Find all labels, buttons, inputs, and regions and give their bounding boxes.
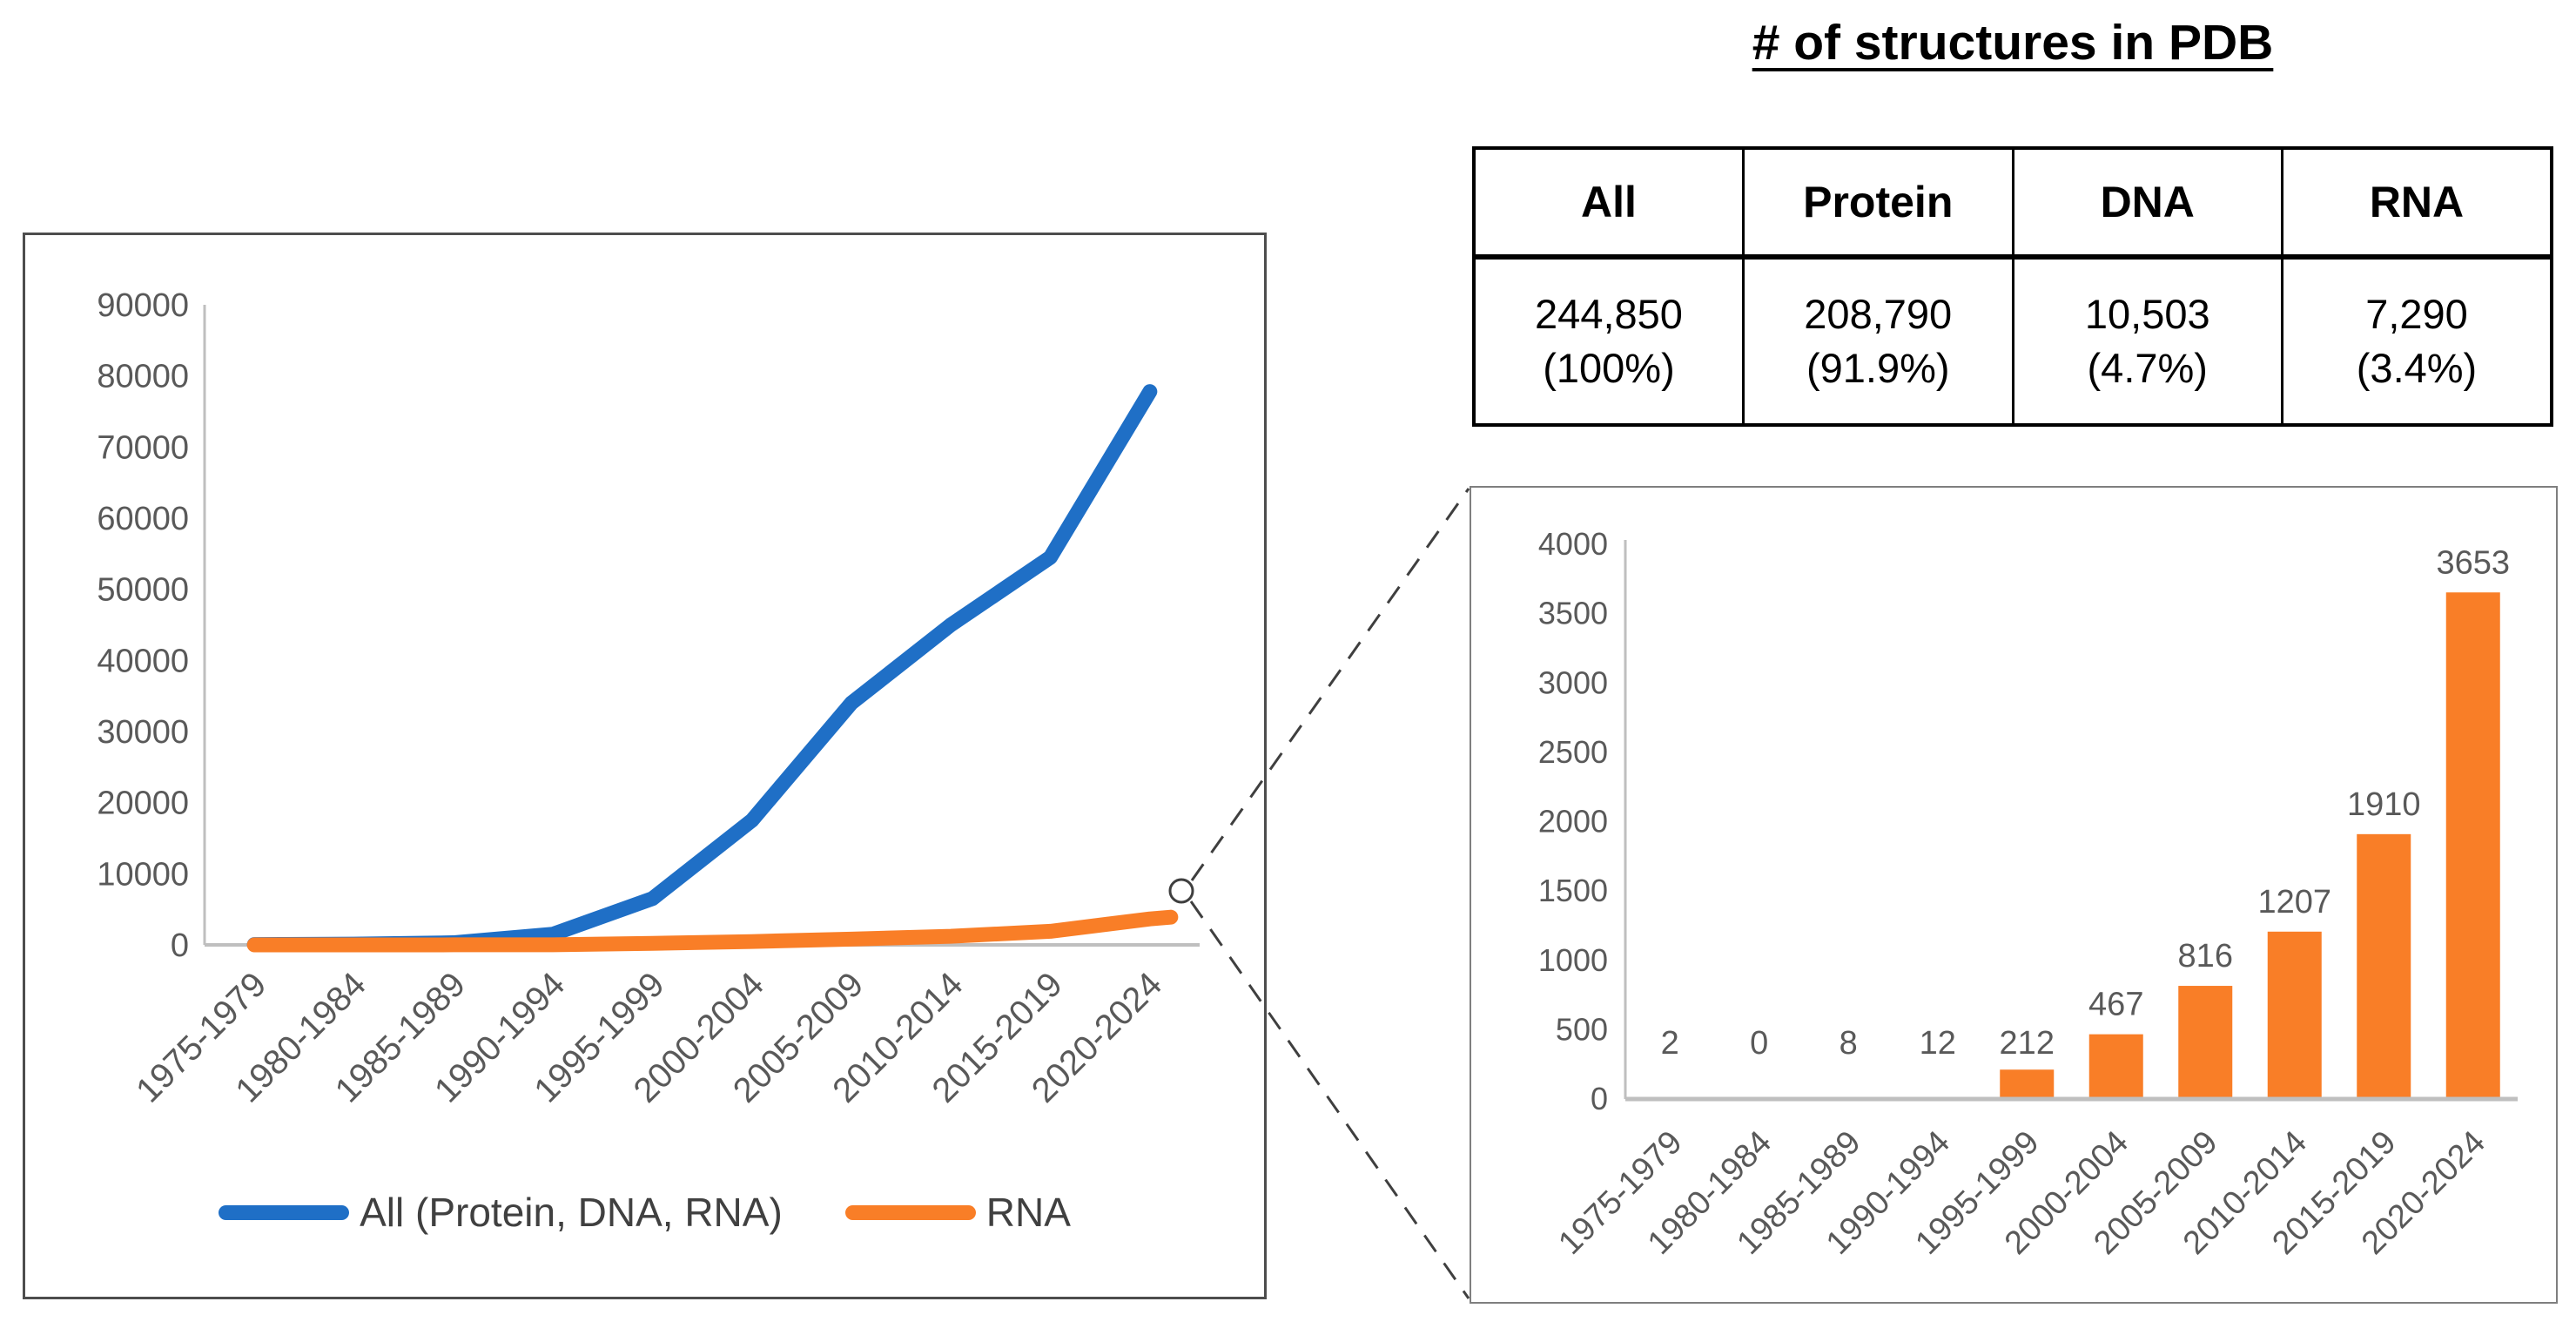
y-tick-label: 3000 (1538, 664, 1608, 700)
bar-value-label: 1910 (2347, 786, 2421, 823)
y-tick-label: 20000 (97, 786, 189, 822)
table-cell-rna: 7,290 (3.4%) (2281, 255, 2553, 427)
bar-value-label: 8 (1840, 1025, 1858, 1062)
table-title-wrap: # of structures in PDB (1472, 14, 2553, 71)
table-cell-all: 244,850 (100%) (1472, 255, 1745, 427)
dna-count: 10,503 (2084, 290, 2210, 337)
protein-percent: (91.9%) (1806, 345, 1950, 391)
legend-label: All (Protein, DNA, RNA) (360, 1190, 783, 1235)
bar-value-label: 816 (2178, 938, 2233, 974)
bar (2267, 931, 2322, 1099)
y-tick-label: 70000 (97, 429, 189, 466)
bar (2000, 1069, 2055, 1099)
table-header-protein: Protein (1742, 146, 2014, 260)
all-percent: (100%) (1543, 345, 1675, 391)
y-tick-label: 10000 (97, 856, 189, 893)
legend-swatch-icon (219, 1204, 350, 1220)
y-tick-label: 0 (171, 927, 189, 964)
table-header-rna: RNA (2281, 146, 2553, 260)
bar (2178, 986, 2233, 1099)
y-tick-label: 1000 (1538, 942, 1608, 978)
y-tick-label: 80000 (97, 359, 189, 395)
y-tick-label: 2000 (1538, 804, 1608, 840)
table-cell-protein: 208,790 (91.9%) (1742, 255, 2014, 427)
line-chart-legend: All (Protein, DNA, RNA) RNA (25, 1189, 1264, 1236)
bar-value-label: 1207 (2257, 884, 2331, 921)
legend-label: RNA (985, 1190, 1071, 1235)
y-tick-label: 2500 (1538, 734, 1608, 770)
y-tick-label: 500 (1556, 1011, 1608, 1047)
y-tick-label: 4000 (1538, 526, 1608, 562)
table-header-row: All Protein DNA RNA (1472, 146, 2553, 260)
y-tick-label: 90000 (97, 287, 189, 324)
table-header-dna: DNA (2011, 146, 2283, 260)
bar-value-label: 3653 (2436, 544, 2510, 581)
table-header-all: All (1472, 146, 1745, 260)
table-cell-dna: 10,503 (4.7%) (2011, 255, 2283, 427)
legend-swatch-icon (844, 1204, 976, 1220)
rna-count: 7,290 (2365, 290, 2468, 337)
bar-value-label: 467 (2088, 987, 2143, 1023)
rna-bar-chart-panel: 0 500 1000 1500 2000 2500 3000 3500 4000 2 0 8 12 212… (1470, 486, 2558, 1304)
table-value-row: 244,850 (100%) 208,790 (91.9%) 10,503 (4… (1472, 255, 2553, 427)
line-chart-panel: 0 10000 20000 30000 40000 50000 60000 70000 8000… (23, 233, 1267, 1299)
bar-value-label: 2 (1661, 1025, 1679, 1062)
y-tick-label: 1500 (1538, 873, 1608, 908)
line-chart: 0 10000 20000 30000 40000 50000 60000 70000 8000… (97, 287, 1200, 1110)
y-tick-label: 0 (1591, 1081, 1608, 1116)
bar-value-label: 0 (1750, 1025, 1768, 1062)
y-tick-label: 3500 (1538, 596, 1608, 631)
rna-bar-chart: 0 500 1000 1500 2000 2500 3000 3500 4000 2 0 8 12 212… (1538, 526, 2518, 1262)
bar (2357, 833, 2411, 1099)
legend-item: RNA (844, 1189, 1071, 1236)
y-tick-label: 60000 (97, 501, 189, 537)
all-count: 244,850 (1535, 290, 1683, 337)
protein-count: 208,790 (1804, 290, 1953, 337)
dna-percent: (4.7%) (2087, 345, 2208, 391)
rna-percent: (3.4%) (2356, 345, 2478, 391)
y-tick-label: 50000 (97, 572, 189, 609)
series-line (246, 384, 1158, 953)
bar-value-label: 212 (2000, 1025, 2055, 1062)
table-title: # of structures in PDB (1752, 15, 2274, 71)
y-tick-label: 30000 (97, 714, 189, 751)
y-tick-label: 40000 (97, 643, 189, 679)
bar (2088, 1034, 2143, 1099)
bar-value-label: 12 (1920, 1025, 1956, 1062)
legend-item: All (Protein, DNA, RNA) (219, 1189, 783, 1236)
series-line (246, 909, 1179, 953)
pdb-structures-table: All Protein DNA RNA 244,850 (100%) 208,7… (1472, 146, 2553, 427)
bar (2445, 592, 2500, 1099)
